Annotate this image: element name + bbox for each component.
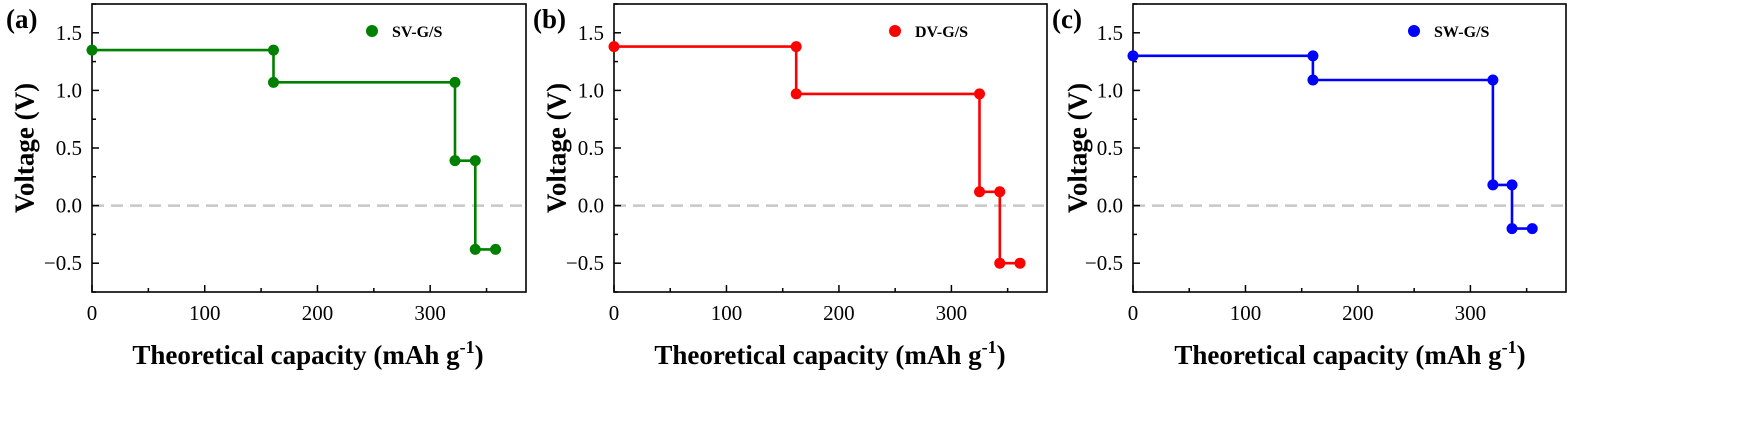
panel-label: (c) <box>1052 4 1082 34</box>
x-tick-label: 300 <box>1455 301 1487 325</box>
legend-label: SW-G/S <box>1434 24 1490 41</box>
x-tick-label: 100 <box>1230 301 1262 325</box>
data-point <box>994 186 1006 198</box>
x-axis-title-main: Theoretical capacity (mAh g <box>654 340 982 370</box>
x-tick-label: 300 <box>414 301 446 325</box>
data-point <box>1127 50 1139 62</box>
legend-label: SV-G/S <box>392 24 442 41</box>
data-point <box>469 155 481 167</box>
panel-label: (b) <box>533 4 566 34</box>
x-tick-label: 100 <box>189 301 221 325</box>
x-axis-title: Theoretical capacity (mAh g-1) <box>654 337 1005 370</box>
data-point <box>608 41 620 53</box>
x-axis-title-tail: ) <box>475 340 484 370</box>
plot-frame <box>91 3 527 293</box>
x-tick-label: 0 <box>609 301 620 325</box>
legend-marker <box>1408 25 1420 37</box>
data-point <box>449 76 461 88</box>
y-tick-label: 1.5 <box>56 21 82 45</box>
legend-label: DV-G/S <box>915 24 968 41</box>
data-point <box>1014 257 1026 269</box>
y-tick-label: 1.5 <box>578 21 604 45</box>
legend: DV-G/S <box>889 24 968 41</box>
series-line <box>92 48 496 251</box>
y-axis-title: Voltage (V) <box>1062 83 1092 213</box>
y-tick-label: 0.5 <box>56 136 82 160</box>
y-tick-label: 0.5 <box>1097 136 1123 160</box>
data-point <box>1526 223 1538 235</box>
data-point <box>1307 50 1319 62</box>
plot-frame <box>1132 3 1567 293</box>
y-axis-title: Voltage (V) <box>9 83 39 213</box>
y-tick-label: 1.0 <box>56 78 82 102</box>
legend-marker <box>366 25 378 37</box>
series-line <box>1133 54 1533 230</box>
legend-marker <box>889 25 901 37</box>
data-point <box>267 44 279 56</box>
data-point <box>469 243 481 255</box>
y-tick-label: 0.0 <box>1097 194 1123 218</box>
data-point <box>490 243 502 255</box>
y-tick-label: −0.5 <box>1085 251 1123 275</box>
x-axis-title-superscript: -1 <box>460 337 475 357</box>
legend: SV-G/S <box>366 24 442 41</box>
x-axis-title-superscript: -1 <box>982 337 997 357</box>
data-point <box>1506 223 1518 235</box>
x-axis-title: Theoretical capacity (mAh g-1) <box>1174 337 1525 370</box>
y-tick-label: 0.5 <box>578 136 604 160</box>
x-axis-title-superscript: -1 <box>1502 337 1517 357</box>
data-point <box>1487 179 1499 191</box>
x-tick-label: 300 <box>936 301 968 325</box>
x-tick-label: 200 <box>823 301 855 325</box>
y-tick-label: −0.5 <box>44 251 82 275</box>
x-axis-title-main: Theoretical capacity (mAh g <box>132 340 460 370</box>
data-point <box>994 257 1006 269</box>
y-tick-label: −0.5 <box>566 251 604 275</box>
data-point <box>86 44 98 56</box>
x-tick-label: 200 <box>302 301 334 325</box>
data-point <box>974 186 986 198</box>
y-tick-label: 1.5 <box>1097 21 1123 45</box>
x-tick-label: 0 <box>87 301 98 325</box>
y-tick-label: 1.0 <box>1097 78 1123 102</box>
data-point <box>1506 179 1518 191</box>
chart-panel-3: 0 100 200 300 −0.5 0.0 0.5 1.0 1.5 SW-G/S (c) Volta… <box>1052 3 1567 370</box>
data-point <box>790 88 802 100</box>
x-axis-title: Theoretical capacity (mAh g-1) <box>132 337 483 370</box>
x-tick-label: 200 <box>1342 301 1374 325</box>
legend: SW-G/S <box>1408 24 1490 41</box>
series-line <box>614 45 1020 265</box>
data-point <box>1307 74 1319 86</box>
data-point <box>974 88 986 100</box>
data-point <box>1487 74 1499 86</box>
y-axis-title: Voltage (V) <box>541 83 571 213</box>
y-tick-label: 0.0 <box>56 194 82 218</box>
x-axis-title-tail: ) <box>1517 340 1526 370</box>
x-axis-title-tail: ) <box>997 340 1006 370</box>
data-point <box>790 41 802 53</box>
chart-panel-2: 0 100 200 300 −0.5 0.0 0.5 1.0 1.5 DV-G/S (b) Volta… <box>533 3 1048 370</box>
y-tick-label: 1.0 <box>578 78 604 102</box>
y-tick-label: 0.0 <box>578 194 604 218</box>
x-axis-title-main: Theoretical capacity (mAh g <box>1174 340 1502 370</box>
chart-panel-1: 0 100 200 300 −0.5 0.0 0.5 1.0 1.5 SV-G/S (a) Volta… <box>6 3 527 370</box>
x-tick-label: 100 <box>711 301 743 325</box>
data-point <box>449 155 461 167</box>
panel-label: (a) <box>6 4 37 34</box>
x-tick-label: 0 <box>1128 301 1139 325</box>
data-point <box>267 76 279 88</box>
